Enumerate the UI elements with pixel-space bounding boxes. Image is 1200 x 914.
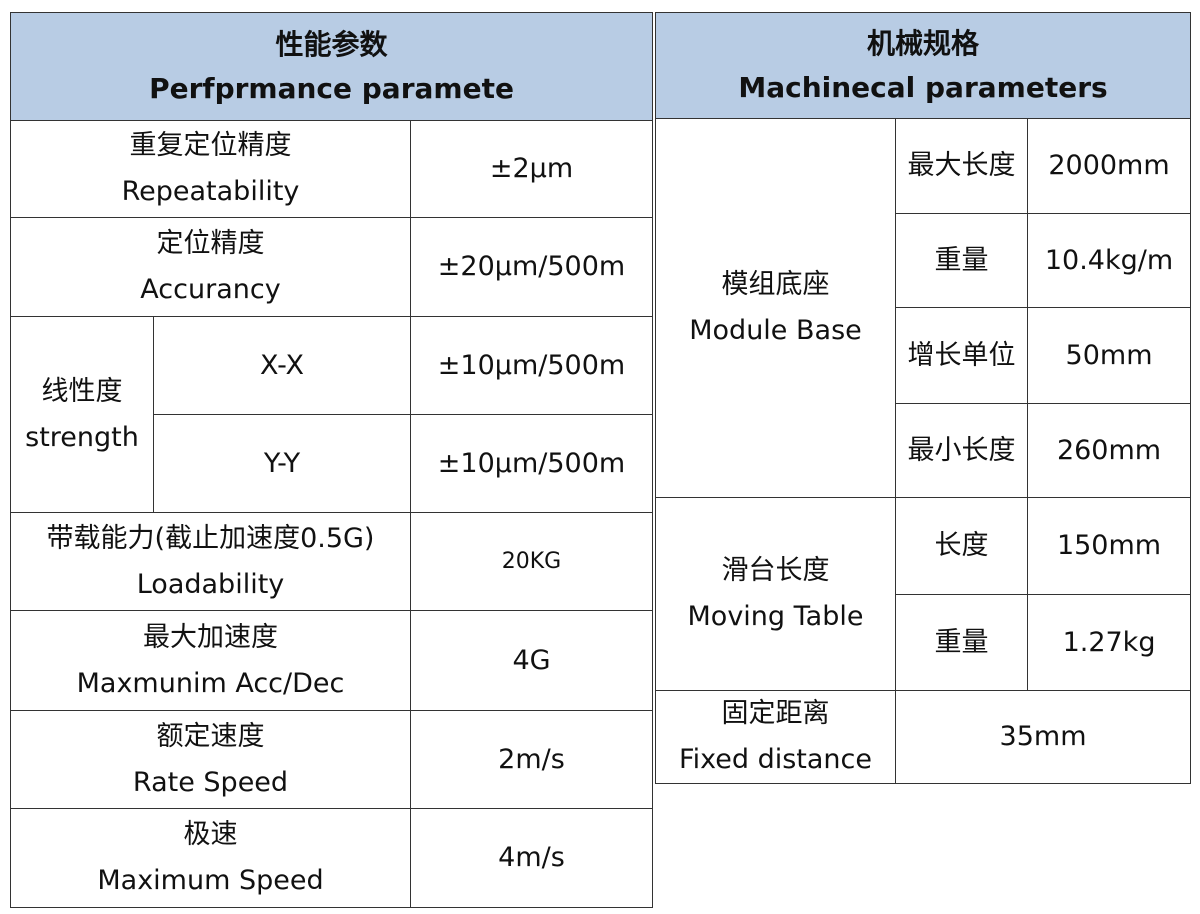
table-row: 额定速度 Rate Speed 2m/s — [10, 710, 653, 809]
table-row: 最大加速度 Maxmunim Acc/Dec 4G — [10, 610, 653, 711]
table-row: 带载能力(截止加速度0.5G) Loadability 20KG — [10, 512, 653, 611]
performance-header: 性能参数 Perfprmance paramete — [10, 12, 653, 121]
table-row: 线性度 strength X-X ±10μm/500m — [10, 316, 653, 513]
table-row: 重量 1.27kg — [656, 594, 1192, 691]
mechanical-header: 机械规格 Machinecal parameters — [654, 12, 1192, 119]
table-row: 模组底座 Module Base 最大长度 2000mm — [655, 118, 1192, 498]
mechanical-table: 机械规格 Machinecal parameters 模组底座 Module Bas… — [654, 12, 1192, 784]
table-row: 滑台长度 Moving Table 长度 150mm — [655, 497, 1192, 691]
table-row: 定位精度 Accurancy ±20μm/500m — [10, 217, 653, 317]
table-row: 增长单位 50mm — [656, 307, 1192, 404]
performance-table: 性能参数 Perfprmance paramete 重复定位精度 Repeatabi… — [10, 12, 653, 908]
table-row: Y-Y ±10μm/500m — [11, 414, 653, 513]
table-row: 重复定位精度 Repeatability ±2μm — [10, 120, 653, 218]
table-row: 固定距离 Fixed distance 35mm — [655, 690, 1192, 784]
table-row: 极速 Maximum Speed 4m/s — [10, 808, 653, 908]
